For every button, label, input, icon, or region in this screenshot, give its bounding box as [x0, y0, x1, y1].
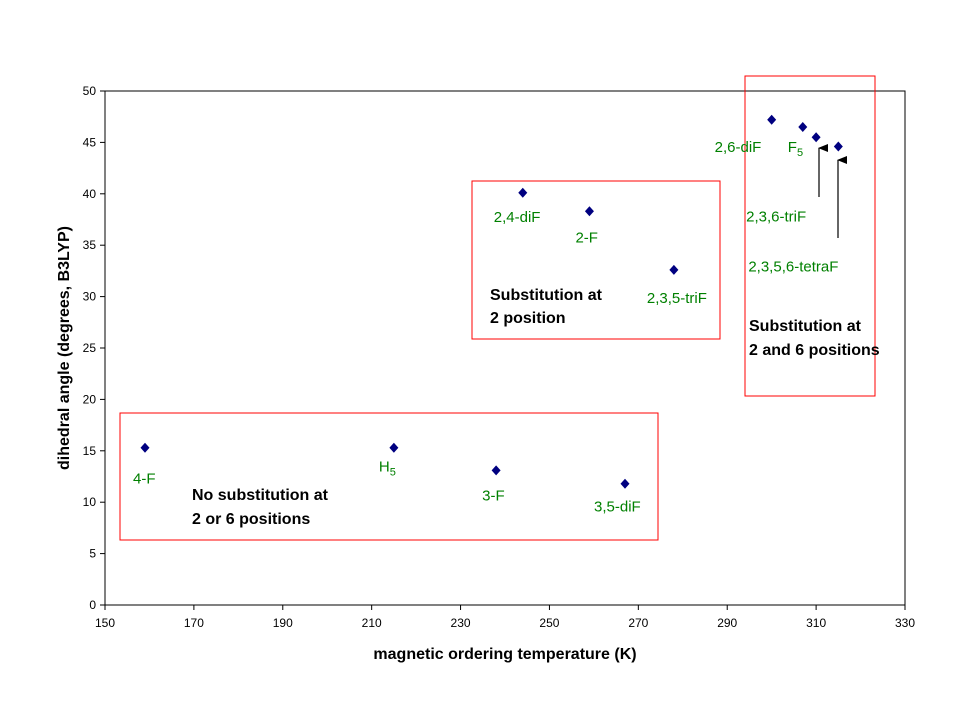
data-label: 2,3,6-triF: [746, 208, 806, 225]
x-tick-label: 230: [451, 616, 471, 630]
y-tick-label: 20: [83, 392, 97, 406]
data-label-subscript: 5: [797, 147, 803, 159]
data-point: [669, 264, 679, 275]
data-label: 2-F: [575, 229, 598, 246]
y-tick-label: 35: [83, 238, 97, 252]
plot-area: [104, 90, 906, 606]
x-tick-label: 270: [628, 616, 648, 630]
x-tick-label: 250: [539, 616, 559, 630]
y-tick-label: 50: [83, 84, 97, 98]
y-tick-label: 15: [83, 444, 97, 458]
data-label: 2,3,5,6-tetraF: [748, 259, 838, 276]
data-point: [584, 206, 594, 217]
y-tick-label: 25: [83, 341, 97, 355]
group-box-2-and-6-positions: [744, 75, 876, 397]
y-tick-label: 5: [89, 547, 96, 561]
data-point: [620, 478, 630, 489]
data-point: [767, 114, 777, 125]
data-point: [140, 442, 150, 453]
group-box-no-substitution: [119, 412, 659, 541]
y-tick-label: 10: [83, 495, 97, 509]
data-point: [833, 141, 843, 152]
group-label-2-6-positions-line1: Substitution at: [749, 318, 862, 335]
x-tick-label: 310: [806, 616, 826, 630]
data-label: 4-F: [133, 471, 156, 488]
data-label: 2,6-diF: [715, 139, 762, 156]
group-label-2-6-positions-line2: 2 and 6 positions: [749, 342, 880, 359]
data-point: [798, 121, 808, 132]
x-tick-label: 210: [362, 616, 382, 630]
x-tick-label: 290: [717, 616, 737, 630]
group-label-no-substitution-line1: No substitution at: [192, 487, 329, 504]
data-label-subscript: 5: [390, 467, 396, 479]
data-point: [518, 187, 528, 198]
data-label: 2,3,5-triF: [647, 290, 707, 307]
group-label-2-position-line2: 2 position: [490, 310, 566, 327]
y-tick-label: 30: [83, 290, 97, 304]
data-point: [811, 132, 821, 143]
y-tick-label: 40: [83, 187, 97, 201]
data-label: 3-F: [482, 487, 505, 504]
data-label: 3,5-diF: [594, 499, 641, 516]
y-tick-label: 0: [89, 598, 96, 612]
data-label: 2,4-diF: [494, 209, 541, 226]
group-box-2-position: [471, 180, 721, 340]
y-axis-label: dihedral angle (degrees, B3LYP): [56, 226, 73, 470]
x-axis-label: magnetic ordering temperature (K): [373, 646, 636, 663]
x-tick-label: 330: [895, 616, 915, 630]
data-point: [491, 465, 501, 476]
x-tick-label: 190: [273, 616, 293, 630]
group-label-no-substitution-line2: 2 or 6 positions: [192, 511, 310, 528]
data-point: [389, 442, 399, 453]
x-tick-label: 150: [95, 616, 115, 630]
x-tick-label: 170: [184, 616, 204, 630]
y-tick-label: 45: [83, 135, 97, 149]
group-label-2-position-line1: Substitution at: [490, 287, 603, 304]
